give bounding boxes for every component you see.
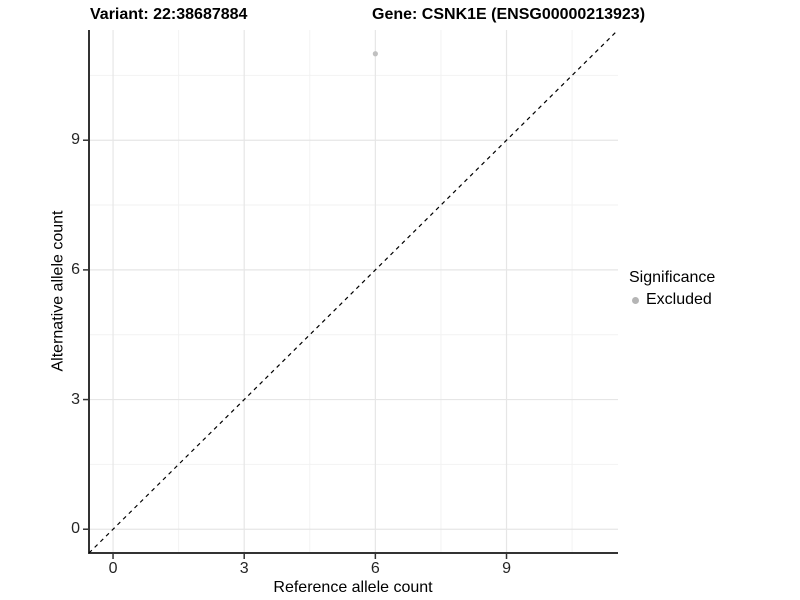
y-tick-label: 3 — [71, 390, 80, 408]
x-axis-title: Reference allele count — [273, 579, 433, 596]
legend: Significance Excluded — [629, 268, 715, 310]
y-tick-label: 9 — [71, 131, 80, 149]
x-tick-label: 0 — [108, 560, 118, 577]
x-tick-label: 3 — [239, 560, 249, 577]
x-tick-label: 6 — [370, 560, 380, 577]
gene-title: Gene: CSNK1E (ENSG00000213923) — [372, 6, 646, 23]
legend-point-icon — [632, 296, 639, 304]
y-axis-title: Alternative allele count — [49, 210, 67, 372]
variant-title: Variant: 22:38687884 — [90, 6, 248, 23]
legend-title: Significance — [629, 269, 716, 286]
x-tick-label: 9 — [502, 560, 511, 577]
y-tick-label: 6 — [71, 260, 80, 278]
data-point — [372, 51, 378, 57]
identity-dashed-line — [88, 29, 619, 554]
y-tick-label: 0 — [71, 520, 80, 538]
legend-entry-excluded: Excluded — [629, 290, 715, 310]
legend-entry-label: Excluded — [646, 291, 712, 308]
